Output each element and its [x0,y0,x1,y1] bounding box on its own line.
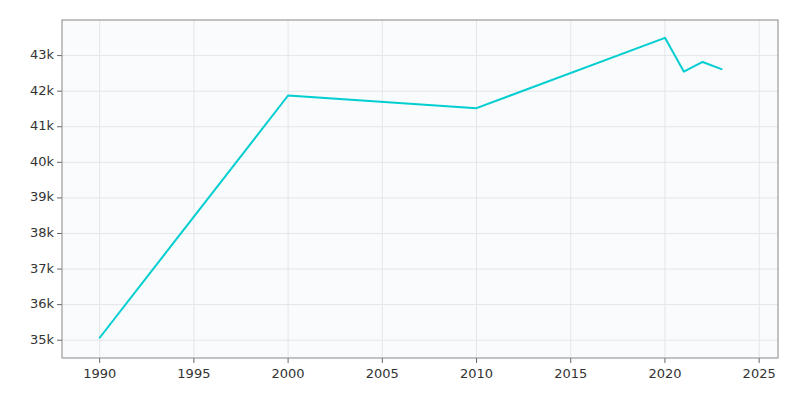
x-tick-label: 2010 [460,366,493,381]
x-tick [382,358,383,363]
y-grid-line [62,340,778,341]
line [100,38,722,338]
y-tick-label: 36k [30,296,55,311]
axes: 35k 36k 37k 38k 39k 40k 41k 42k 43k 1990 1995 2000 2… [30,20,778,381]
y-grid-line [62,126,778,127]
y-tick [57,126,62,127]
y-tick [57,197,62,198]
x-tick-label: 1995 [177,366,210,381]
x-grid-line [476,20,477,358]
y-tick [57,233,62,234]
y-tick [57,340,62,341]
y-tick-label: 38k [30,225,55,240]
y-grid-line [62,162,778,163]
plot-frame [62,20,778,358]
x-tick-label: 2025 [743,366,776,381]
y-tick [57,162,62,163]
y-tick-label: 35k [30,332,55,347]
x-grid-line [193,20,194,358]
series [100,38,722,338]
y-tick-label: 40k [30,154,55,169]
x-tick [193,358,194,363]
y-grid-line [62,233,778,234]
x-tick [759,358,760,363]
x-grid-line [99,20,100,358]
chart: 35k 36k 37k 38k 39k 40k 41k 42k 43k 1990 1995 2000 2… [0,0,800,400]
x-tick [570,358,571,363]
x-grid-line [759,20,760,358]
x-grid-line [382,20,383,358]
x-tick-label: 1990 [83,366,116,381]
y-grid-line [62,304,778,305]
x-grid-line [570,20,571,358]
x-tick-label: 2020 [648,366,681,381]
grid [62,20,778,358]
y-tick-label: 37k [30,261,55,276]
x-tick-label: 2015 [554,366,587,381]
x-tick [99,358,100,363]
y-tick [57,55,62,56]
plot-area [62,20,778,358]
y-tick-label: 39k [30,189,55,204]
y-grid-line [62,91,778,92]
x-tick-label: 2005 [366,366,399,381]
y-tick [57,91,62,92]
x-tick [476,358,477,363]
x-tick [664,358,665,363]
y-tick [57,269,62,270]
y-tick-label: 42k [30,83,55,98]
y-tick-label: 43k [30,47,55,62]
y-grid-line [62,269,778,270]
x-tick [288,358,289,363]
y-grid-line [62,55,778,56]
y-grid-line [62,197,778,198]
x-grid-line [288,20,289,358]
y-tick [57,304,62,305]
x-tick-label: 2000 [272,366,305,381]
y-tick-label: 41k [30,118,55,133]
x-grid-line [664,20,665,358]
